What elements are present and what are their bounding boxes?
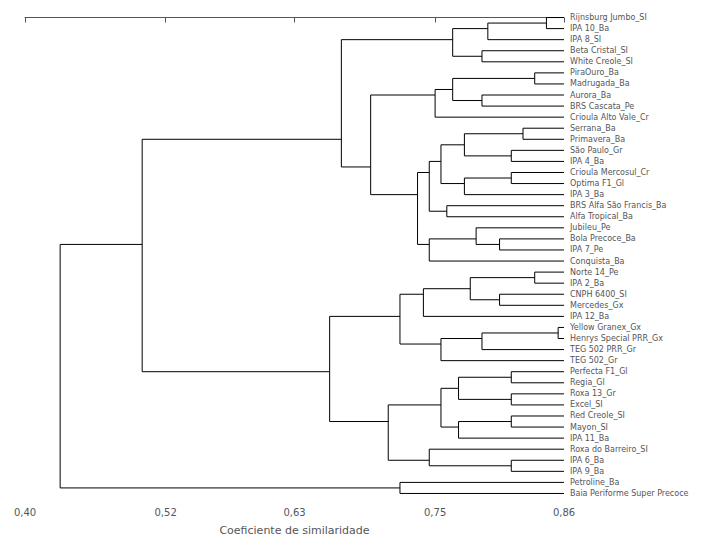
svg-text:IPA 8_SI: IPA 8_SI (570, 35, 601, 44)
svg-text:Crioula Alto Vale_Cr: Crioula Alto Vale_Cr (570, 113, 649, 122)
svg-text:IPA 9_Ba: IPA 9_Ba (570, 467, 604, 476)
svg-text:Red Creole_SI: Red Creole_SI (570, 411, 625, 420)
svg-text:Mayon_SI: Mayon_SI (570, 423, 608, 432)
svg-text:0,75: 0,75 (424, 507, 446, 518)
svg-text:Baia Periforme Super Precoce: Baia Periforme Super Precoce (570, 489, 689, 498)
svg-text:Petroline_Ba: Petroline_Ba (570, 478, 620, 487)
svg-text:Madrugada_Ba: Madrugada_Ba (570, 79, 630, 88)
svg-text:Rijnsburg Jumbo_SI: Rijnsburg Jumbo_SI (570, 13, 647, 22)
svg-text:IPA 12_Ba: IPA 12_Ba (570, 312, 609, 321)
svg-text:Norte 14_Pe: Norte 14_Pe (570, 268, 618, 277)
svg-text:Yellow Granex_Gx: Yellow Granex_Gx (569, 323, 641, 332)
svg-text:Jubileu_Pe: Jubileu_Pe (569, 223, 610, 232)
svg-text:CNPH 6400_SI: CNPH 6400_SI (570, 290, 627, 299)
svg-text:Coeficiente de similaridade: Coeficiente de similaridade (219, 524, 369, 537)
svg-text:0,63: 0,63 (283, 507, 305, 518)
svg-text:Beta Cristal_SI: Beta Cristal_SI (570, 46, 628, 55)
svg-text:Primavera_Ba: Primavera_Ba (570, 135, 625, 144)
svg-text:Roxa 13_Gr: Roxa 13_Gr (570, 389, 616, 398)
svg-text:Bola Precoce_Ba: Bola Precoce_Ba (570, 234, 636, 243)
svg-text:TEG 502_Gr: TEG 502_Gr (569, 356, 618, 365)
svg-text:BRS Alfa São Francis_Ba: BRS Alfa São Francis_Ba (570, 201, 667, 210)
svg-text:BRS Cascata_Pe: BRS Cascata_Pe (570, 102, 634, 111)
svg-text:White Creole_SI: White Creole_SI (570, 57, 633, 66)
svg-text:0,86: 0,86 (553, 507, 575, 518)
svg-text:IPA 11_Ba: IPA 11_Ba (570, 434, 609, 443)
svg-text:São Paulo_Gr: São Paulo_Gr (570, 146, 623, 155)
svg-text:IPA 3_Ba: IPA 3_Ba (570, 190, 604, 199)
svg-text:IPA 4_Ba: IPA 4_Ba (570, 157, 604, 166)
svg-text:PiraOuro_Ba: PiraOuro_Ba (570, 68, 619, 77)
svg-text:IPA 2_Ba: IPA 2_Ba (570, 279, 604, 288)
svg-text:Serrana_Ba: Serrana_Ba (570, 124, 616, 133)
svg-text:IPA 7_Pe: IPA 7_Pe (570, 245, 603, 254)
svg-text:Crioula Mercosul_Cr: Crioula Mercosul_Cr (570, 168, 650, 177)
svg-text:Conquista_Ba: Conquista_Ba (570, 257, 625, 266)
svg-text:Roxa do Barreiro_SI: Roxa do Barreiro_SI (570, 445, 648, 454)
svg-text:0,40: 0,40 (14, 507, 36, 518)
svg-text:Excel_SI: Excel_SI (570, 400, 603, 409)
svg-text:Mercedes_Gx: Mercedes_Gx (570, 301, 624, 310)
svg-text:Regia_Gl: Regia_Gl (570, 378, 605, 387)
svg-text:Optima F1_Gl: Optima F1_Gl (570, 179, 624, 188)
svg-text:IPA 6_Ba: IPA 6_Ba (570, 456, 604, 465)
svg-text:0,52: 0,52 (154, 507, 176, 518)
svg-text:TEG 502 PRR_Gr: TEG 502 PRR_Gr (569, 345, 637, 354)
svg-text:IPA 10_Ba: IPA 10_Ba (570, 24, 609, 33)
svg-text:Aurora_Ba: Aurora_Ba (570, 91, 611, 100)
svg-text:Henrys Special PRR_Gx: Henrys Special PRR_Gx (570, 334, 663, 343)
svg-text:Alfa Tropical_Ba: Alfa Tropical_Ba (570, 212, 633, 221)
svg-text:Perfecta F1_Gl: Perfecta F1_Gl (570, 367, 628, 376)
